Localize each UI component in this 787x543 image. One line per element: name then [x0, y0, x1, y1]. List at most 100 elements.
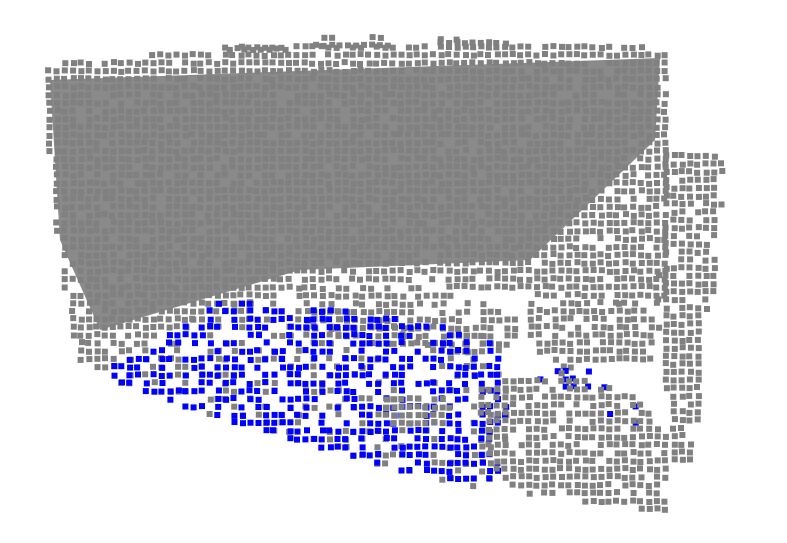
back-wall-voxel [309, 228, 315, 235]
back-wall-voxel [229, 157, 236, 163]
back-wall-voxel [518, 124, 525, 131]
back-wall-voxel [477, 91, 484, 98]
back-wall-voxel [622, 107, 629, 113]
back-wall-voxel [357, 220, 364, 227]
back-wall-voxel [654, 52, 661, 59]
foreground-box-voxel [526, 490, 533, 497]
back-wall-voxel [285, 156, 292, 163]
back-wall-voxel [181, 236, 188, 242]
right-wall-voxel [696, 241, 702, 248]
back-wall-voxel [134, 220, 141, 227]
right-wall-voxel [670, 377, 677, 384]
back-wall-voxel [94, 331, 101, 338]
wall-top-voxel [329, 41, 336, 48]
right-wall-voxel [671, 400, 677, 407]
back-wall-voxel [478, 228, 485, 235]
foreground-box-voxel [534, 377, 541, 384]
back-wall-voxel [181, 156, 188, 163]
right-wall-voxel [679, 185, 686, 192]
floor-voxel-highlight [206, 379, 213, 386]
back-wall-voxel [189, 179, 196, 186]
sofa-voxel [399, 309, 406, 316]
back-wall-voxel [261, 172, 268, 179]
back-wall-voxel [221, 108, 228, 115]
back-wall-voxel [317, 83, 324, 90]
back-wall-voxel [55, 148, 61, 155]
back-wall-voxel [317, 179, 324, 186]
floor-voxel-highlight [431, 467, 438, 474]
ottoman-voxel [406, 403, 413, 410]
back-wall-voxel [589, 44, 596, 51]
back-wall-voxel [525, 131, 532, 138]
foreground-box-voxel [646, 433, 653, 439]
back-wall-voxel [318, 195, 325, 202]
foreground-box-voxel [646, 499, 653, 505]
back-wall-voxel [141, 196, 148, 203]
back-wall-voxel [238, 132, 245, 139]
back-wall-voxel [622, 51, 629, 58]
back-wall-voxel [285, 163, 292, 170]
bed-voxel [616, 348, 623, 355]
back-wall-voxel [262, 155, 269, 162]
back-wall-voxel [158, 147, 165, 154]
ottoman-voxel [391, 412, 398, 419]
back-wall-voxel [85, 92, 92, 99]
back-wall-voxel [421, 131, 428, 138]
back-wall-voxel [333, 259, 340, 266]
floor-voxel-highlight [191, 356, 197, 363]
back-wall-voxel [510, 172, 516, 179]
back-wall-voxel [342, 220, 349, 227]
back-wall-voxel [286, 75, 293, 82]
back-wall-voxel [141, 139, 148, 146]
back-wall-voxel [214, 172, 221, 179]
floor-voxel-highlight [455, 347, 462, 353]
back-wall-voxel [614, 251, 621, 258]
back-wall-voxel [485, 92, 492, 99]
floor-voxel-highlight [279, 356, 286, 362]
floor-voxel-highlight [342, 355, 349, 362]
back-wall-voxel [269, 220, 276, 226]
back-wall-voxel [630, 99, 637, 106]
right-wall-voxel [710, 281, 717, 288]
floor-voxel-highlight [222, 379, 229, 386]
back-wall-voxel [582, 140, 589, 146]
back-wall-voxel [246, 252, 253, 259]
back-wall-voxel [245, 195, 252, 202]
back-wall-voxel [175, 155, 181, 162]
back-wall-voxel [389, 236, 396, 243]
back-wall-voxel [582, 228, 589, 235]
back-wall-voxel [101, 348, 108, 355]
ottoman-voxel [406, 412, 413, 419]
back-wall-voxel [606, 108, 613, 115]
sofa-voxel [480, 309, 487, 316]
back-wall-voxel [333, 76, 340, 83]
back-wall-voxel [253, 59, 260, 66]
foreground-box-voxel [574, 434, 581, 440]
right-wall-voxel [702, 224, 709, 231]
floor-voxel [382, 452, 389, 459]
back-wall-voxel [229, 163, 236, 170]
floor-voxel-highlight [302, 436, 309, 443]
back-wall-voxel [253, 276, 260, 283]
back-wall-voxel [61, 108, 68, 115]
back-wall-voxel [229, 219, 236, 226]
floor-voxel [255, 411, 262, 418]
back-wall-voxel [509, 92, 516, 99]
floor-voxel [464, 332, 470, 339]
back-wall-voxel [93, 316, 100, 323]
back-wall-voxel [342, 147, 348, 154]
back-wall-voxel [487, 124, 493, 131]
back-wall-voxel [190, 100, 197, 106]
back-wall-voxel [61, 227, 68, 234]
back-wall-voxel [326, 203, 333, 210]
back-wall-voxel [222, 267, 229, 274]
back-wall-voxel [606, 148, 612, 155]
back-wall-voxel [358, 83, 365, 90]
floor-voxel [391, 323, 397, 330]
back-wall-voxel [406, 187, 413, 194]
right-wall-voxel [711, 153, 718, 160]
foreground-box-voxel [510, 473, 517, 480]
back-wall-voxel [526, 203, 533, 210]
